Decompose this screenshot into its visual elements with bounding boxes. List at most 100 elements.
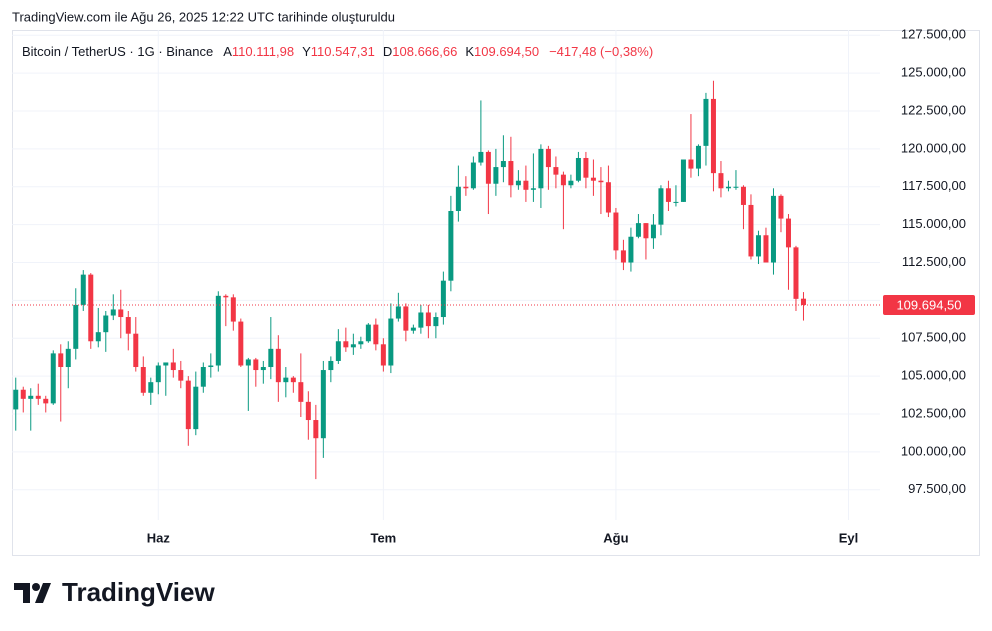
candle-body — [350, 344, 356, 348]
candle-body — [380, 344, 386, 366]
candle-body — [185, 380, 191, 430]
candle-body — [373, 324, 379, 345]
candle-body — [313, 420, 319, 439]
candle-body — [260, 367, 266, 371]
legend-value: 110.547,31 — [311, 44, 375, 59]
candle-body — [13, 389, 19, 410]
candle-body — [328, 360, 334, 371]
x-tick-label: Haz — [147, 530, 171, 545]
y-tick-label: 125.000,00 — [901, 65, 966, 80]
legend-key: A — [223, 44, 232, 59]
candle-body — [463, 186, 469, 189]
candle-body — [575, 157, 581, 181]
x-tick-label: Eyl — [839, 530, 859, 545]
candle-body — [643, 223, 649, 239]
legend-key: Y — [302, 44, 311, 59]
candle-body — [193, 386, 199, 430]
legend-value: 108.666,66 — [392, 44, 457, 59]
candle-body — [148, 382, 154, 393]
candle-body — [785, 218, 791, 248]
candle-body — [230, 297, 236, 322]
logo-icon — [32, 583, 40, 591]
legend-change: −417,48 (−0,38%) — [549, 44, 653, 59]
grid — [12, 30, 880, 520]
candle-body — [95, 332, 101, 342]
candle-body — [485, 151, 491, 184]
candle-body — [50, 353, 56, 404]
candle-body — [740, 186, 746, 205]
logo-icon — [35, 583, 51, 603]
legend-key: K — [465, 44, 474, 59]
candle-body — [20, 389, 26, 399]
candle-body — [515, 180, 521, 186]
candle-body — [118, 309, 124, 318]
candle-body — [290, 377, 296, 383]
candle-body — [395, 306, 401, 319]
plot-area — [12, 80, 880, 480]
candle-body — [305, 401, 311, 421]
candle-body — [553, 167, 559, 175]
candle-body — [800, 298, 806, 305]
last-price-box — [883, 294, 975, 315]
header-title: TradingView.com ile Ağu 26, 2025 12:22 U… — [12, 9, 395, 24]
candle-body — [545, 148, 551, 168]
candle-body — [88, 274, 94, 342]
candle-body — [478, 151, 484, 163]
candle-body — [530, 188, 536, 190]
candle-body — [133, 333, 139, 368]
candle-body — [320, 370, 326, 439]
candle-body — [620, 250, 626, 263]
candle-body — [163, 362, 169, 366]
y-tick-label: 122.500,00 — [901, 102, 966, 117]
x-tick-label: Tem — [370, 530, 396, 545]
candle-body — [628, 236, 634, 263]
legend-key: D — [383, 44, 392, 59]
candle-body — [215, 295, 221, 366]
candle-body — [748, 204, 754, 257]
candle-body — [778, 195, 784, 219]
candle-body — [425, 312, 431, 327]
y-tick-label: 105.000,00 — [901, 368, 966, 383]
candle-body — [418, 312, 424, 328]
candle-body — [208, 365, 214, 368]
legend: Bitcoin / TetherUS · 1G · Binance A110.11… — [22, 44, 653, 59]
candle-body — [358, 341, 364, 345]
candle-body — [388, 318, 394, 366]
candle-body — [283, 377, 289, 383]
candle-body — [298, 382, 304, 402]
candle-body — [125, 317, 131, 334]
candle-body — [688, 159, 694, 169]
candle-body — [755, 235, 761, 257]
candle-body — [733, 186, 739, 188]
y-tick-label: 117.500,00 — [902, 178, 966, 193]
y-tick-label: 107.500,00 — [901, 330, 966, 345]
candle-body — [440, 280, 446, 318]
candle-body — [598, 180, 604, 183]
y-tick-label: 112.500,00 — [902, 254, 966, 269]
candle-body — [695, 145, 701, 169]
candle-body — [245, 359, 251, 366]
logo: TradingView — [14, 577, 215, 607]
candle-body — [170, 362, 176, 371]
y-tick-label: 102.500,00 — [901, 405, 966, 420]
legend-value: 109.694,50 — [474, 44, 539, 59]
candle-body — [43, 398, 49, 404]
candle-body — [178, 370, 184, 381]
candle-body — [80, 274, 86, 305]
candle-body — [508, 161, 514, 186]
candle-body — [448, 211, 454, 281]
candle-body — [658, 188, 664, 225]
candle-body — [200, 367, 206, 387]
y-tick-label: 127.500,00 — [901, 27, 966, 42]
chart-frame — [12, 30, 980, 556]
candle-body — [73, 304, 79, 349]
candle-body — [58, 353, 64, 368]
price-axis: 97.500,00 100.000,00 102.500,00 105.000,00 1… — [147, 27, 975, 545]
candle-body — [35, 395, 41, 399]
last-price-label: 109.694,50 — [896, 297, 961, 312]
candle-body — [538, 148, 544, 189]
candle-body — [650, 224, 656, 239]
x-tick-label: Ağu — [603, 530, 628, 545]
